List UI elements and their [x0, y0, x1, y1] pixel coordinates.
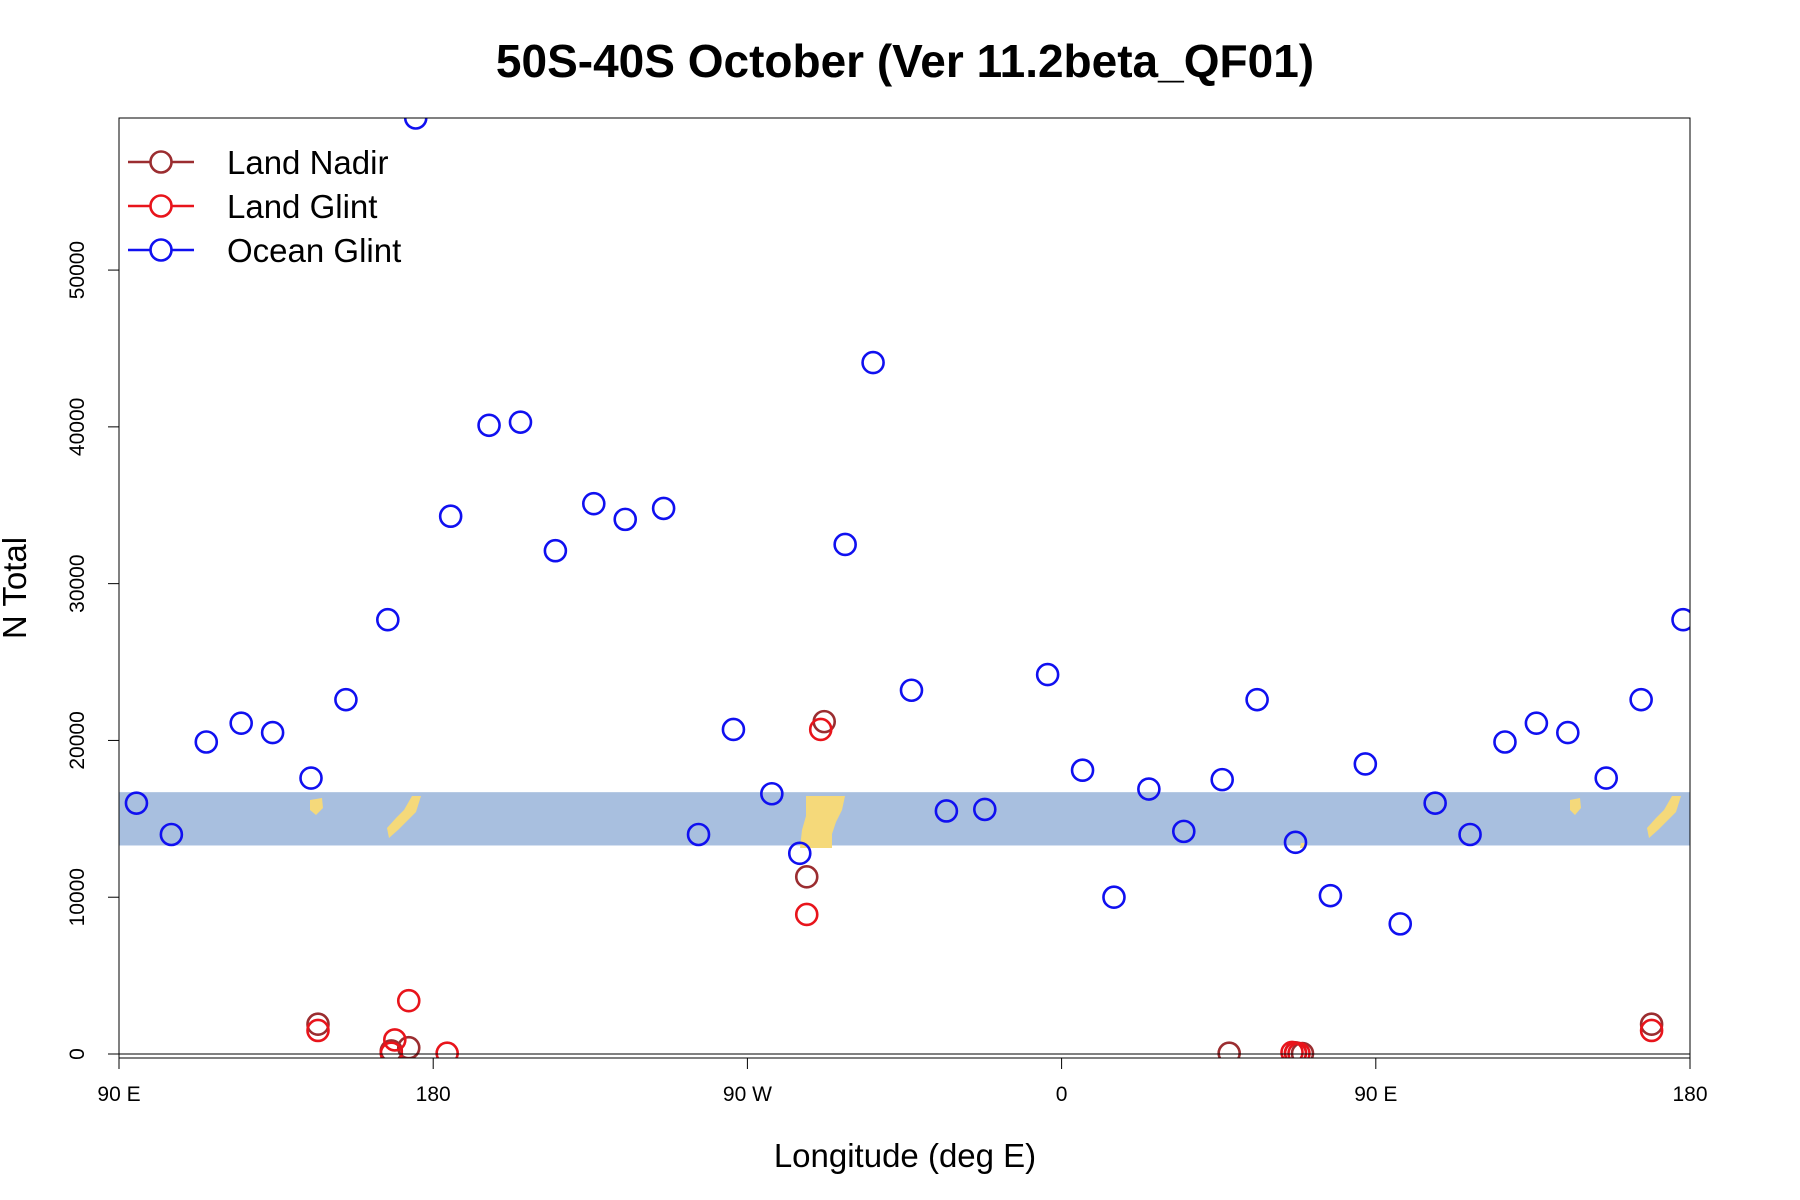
- x-tick-label: 90 W: [723, 1083, 772, 1106]
- chart-title: 50S-40S October (Ver 11.2beta_QF01): [496, 35, 1314, 87]
- point-ocean-glint: [1671, 607, 1690, 632]
- point-ocean-glint: [1524, 711, 1549, 735]
- point-ocean-glint: [1283, 830, 1308, 855]
- point-ocean-glint: [1629, 687, 1653, 712]
- point-ocean-glint: [760, 781, 784, 806]
- y-tick-label: 30000: [66, 554, 89, 612]
- map-band: [119, 792, 1690, 848]
- point-land-nadir: [1639, 1012, 1664, 1037]
- point-land-glint: [306, 1018, 330, 1043]
- point-ocean-glint: [403, 118, 428, 130]
- y-axis: 0 10000 20000 30000 40000 50000: [66, 241, 119, 1060]
- point-ocean-glint: [1035, 662, 1060, 687]
- point-ocean-glint: [438, 504, 463, 529]
- point-ocean-glint: [721, 717, 746, 742]
- point-ocean-glint: [1102, 885, 1126, 910]
- point-ocean-glint: [1070, 758, 1095, 783]
- point-land-nadir: [794, 865, 819, 889]
- point-land-nadir: [1707, 1037, 1728, 1058]
- data-points: [124, 108, 1732, 1064]
- point-ocean-glint: [1353, 752, 1378, 776]
- point-ocean-glint: [194, 730, 219, 754]
- point-ocean-glint: [1318, 883, 1343, 908]
- legend-label-ocean-glint: Ocean Glint: [227, 232, 401, 269]
- point-land-glint: [435, 1041, 459, 1058]
- y-tick-label: 0: [66, 1048, 89, 1060]
- point-ocean-glint: [787, 841, 812, 866]
- point-land-nadir: [1217, 1041, 1241, 1058]
- legend-marker-land-glint: [149, 194, 173, 218]
- point-ocean-glint: [651, 496, 676, 521]
- point-ocean-glint: [1388, 912, 1413, 936]
- point-ocean-glint: [260, 720, 285, 745]
- point-ocean-glint: [1137, 777, 1161, 801]
- point-ocean-glint: [477, 413, 501, 438]
- x-tick-label: 90 E: [97, 1083, 140, 1106]
- point-land-nadir: [306, 1012, 330, 1037]
- y-tick-label: 40000: [66, 398, 89, 456]
- land-patch-new-zealand-3: [1570, 798, 1581, 815]
- land-patch-new-zealand-2: [387, 796, 421, 838]
- point-ocean-glint: [1458, 822, 1482, 847]
- point-ocean-glint: [159, 822, 184, 847]
- point-ocean-glint: [972, 797, 997, 822]
- legend-marker-ocean-glint: [149, 238, 173, 262]
- point-land-glint: [396, 988, 421, 1013]
- point-land-glint: [1697, 1043, 1718, 1064]
- legend-marker-land-nadir: [149, 150, 173, 174]
- x-axis-label: Longitude (deg E): [774, 1137, 1036, 1174]
- band-strip: [119, 792, 1690, 846]
- point-ocean-glint: [581, 491, 606, 516]
- point-land-glint: [1280, 1040, 1304, 1058]
- point-ocean-glint: [1493, 730, 1517, 754]
- point-ocean-glint: [376, 607, 400, 632]
- point-ocean-glint: [299, 766, 323, 790]
- point-ocean-glint: [833, 532, 857, 557]
- land-patch-new-zealand-4: [1647, 796, 1681, 838]
- point-ocean-glint: [1594, 766, 1619, 790]
- point-ocean-glint: [124, 791, 149, 815]
- point-land-glint: [808, 717, 833, 742]
- point-ocean-glint: [229, 711, 253, 735]
- y-axis-label: N Total: [0, 537, 33, 639]
- point-land-nadir: [396, 1035, 421, 1058]
- point-land-glint: [1711, 990, 1732, 1011]
- x-tick-label: 180: [416, 1083, 451, 1106]
- land-patch-south-america: [800, 796, 845, 848]
- x-tick-label: 90 E: [1354, 1083, 1397, 1106]
- land-patch-new-zealand-1: [310, 798, 323, 815]
- point-ocean-glint: [1245, 687, 1269, 712]
- point-ocean-glint: [934, 799, 959, 823]
- point-land-glint: [1697, 1029, 1718, 1050]
- legend-label-land-nadir: Land Nadir: [227, 144, 388, 181]
- point-ocean-glint: [1171, 819, 1196, 844]
- y-tick-label: 10000: [66, 868, 89, 926]
- x-axis: 90 E 180 90 W 0 90 E 180: [97, 1058, 1708, 1106]
- point-land-glint: [1639, 1018, 1664, 1043]
- point-ocean-glint: [899, 678, 924, 703]
- point-ocean-glint: [334, 687, 358, 712]
- legend-label-land-glint: Land Glint: [227, 188, 377, 225]
- point-ocean-glint: [1700, 108, 1721, 129]
- y-tick-label: 20000: [66, 711, 89, 769]
- point-ocean-glint: [543, 538, 568, 563]
- point-ocean-glint: [613, 507, 638, 532]
- plot-frame: [118, 117, 1691, 1059]
- x-tick-label: 180: [1672, 1083, 1707, 1106]
- point-ocean-glint: [861, 350, 885, 375]
- point-ocean-glint: [686, 822, 711, 847]
- point-land-glint: [794, 902, 819, 927]
- point-ocean-glint: [1210, 767, 1234, 792]
- y-tick-label: 50000: [66, 241, 89, 299]
- point-land-glint: [382, 1028, 407, 1052]
- point-land-glint: [379, 1041, 404, 1058]
- point-ocean-glint: [508, 410, 533, 434]
- point-ocean-glint: [1556, 720, 1580, 745]
- legend: Land Nadir Land Glint Ocean Glint: [128, 144, 401, 269]
- x-tick-label: 0: [1056, 1083, 1068, 1106]
- point-ocean-glint: [1423, 791, 1447, 815]
